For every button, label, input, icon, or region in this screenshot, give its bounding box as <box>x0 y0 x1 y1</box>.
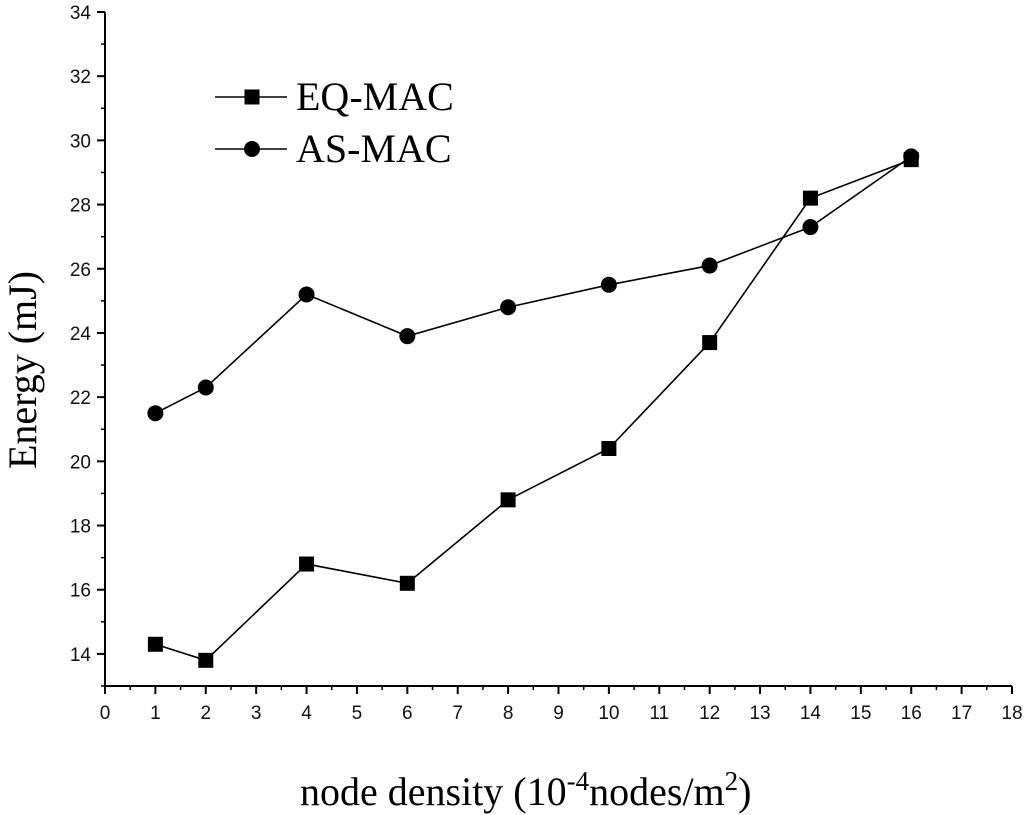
data-point-eq-mac <box>198 652 214 668</box>
x-tick-label: 5 <box>352 703 363 724</box>
y-tick-label: 34 <box>70 3 92 24</box>
series-as-mac <box>147 148 920 422</box>
x-axis-title-main: node density (10 <box>300 769 567 814</box>
x-tick-label: 18 <box>1001 703 1022 724</box>
data-point-eq-mac <box>802 190 818 206</box>
y-tick-label: 22 <box>70 388 91 409</box>
data-point-as-mac <box>903 148 920 165</box>
legend: EQ-MAC AS-MAC <box>215 74 454 171</box>
y-tick-label: 16 <box>70 581 91 602</box>
data-point-as-mac <box>399 328 416 345</box>
data-point-eq-mac <box>399 575 415 591</box>
series-layer <box>147 148 920 668</box>
x-tick-label: 13 <box>749 703 770 724</box>
legend-label-eq-mac: EQ-MAC <box>296 74 454 119</box>
series-line-eq-mac <box>155 158 912 662</box>
data-point-as-mac <box>197 379 214 396</box>
data-point-as-mac <box>600 276 617 293</box>
x-axis-title-close: ) <box>738 769 751 814</box>
data-point-as-mac <box>298 286 315 303</box>
y-tick-label: 14 <box>70 645 92 666</box>
x-tick-label: 0 <box>100 703 111 724</box>
y-tick-label: 30 <box>70 131 91 152</box>
axes <box>104 12 1012 687</box>
series-line-as-mac <box>155 155 912 414</box>
x-tick-label: 3 <box>251 703 262 724</box>
legend-label-as-mac: AS-MAC <box>296 126 452 171</box>
data-point-as-mac <box>701 257 718 274</box>
data-point-as-mac <box>500 299 517 316</box>
data-point-eq-mac <box>500 492 516 508</box>
data-point-eq-mac <box>601 440 617 456</box>
x-tick-label: 14 <box>800 703 822 724</box>
axis-ticks: 0 1 2 3 4 5 6 7 8 9 10 11 12 13 14 15 16 17 18141618202224… <box>70 3 1023 724</box>
data-point-eq-mac <box>147 636 163 652</box>
data-point-eq-mac <box>299 556 315 572</box>
x-tick-label: 8 <box>503 703 514 724</box>
x-axis-title-unit: nodes/m <box>589 769 725 814</box>
x-tick-label: 7 <box>452 703 463 724</box>
x-axis-title-unit-exponent: 2 <box>725 766 739 796</box>
y-tick-label: 24 <box>70 324 92 345</box>
y-tick-label: 18 <box>70 517 91 538</box>
x-tick-label: 16 <box>901 703 922 724</box>
x-tick-label: 10 <box>598 703 619 724</box>
x-tick-label: 2 <box>200 703 211 724</box>
y-tick-label: 32 <box>70 67 91 88</box>
x-tick-label: 17 <box>951 703 972 724</box>
y-axis-title: Energy (mJ) <box>0 271 45 469</box>
data-point-as-mac <box>147 405 164 422</box>
data-point-eq-mac <box>702 335 718 351</box>
legend-marker-as-mac <box>244 141 260 157</box>
x-tick-label: 11 <box>649 703 669 724</box>
x-tick-label: 9 <box>553 703 564 724</box>
y-tick-label: 28 <box>70 196 91 217</box>
x-axis-title: node density (10-4nodes/m2) <box>300 766 752 814</box>
x-tick-label: 6 <box>402 703 413 724</box>
y-tick-label: 26 <box>70 260 91 281</box>
x-tick-label: 12 <box>699 703 720 724</box>
x-tick-label: 1 <box>150 703 161 724</box>
x-tick-label: 15 <box>850 703 871 724</box>
x-tick-label: 4 <box>301 703 312 724</box>
x-axis-title-exponent: -4 <box>567 766 590 796</box>
legend-marker-eq-mac <box>244 89 260 105</box>
y-tick-label: 20 <box>70 452 91 473</box>
data-point-as-mac <box>802 219 819 236</box>
